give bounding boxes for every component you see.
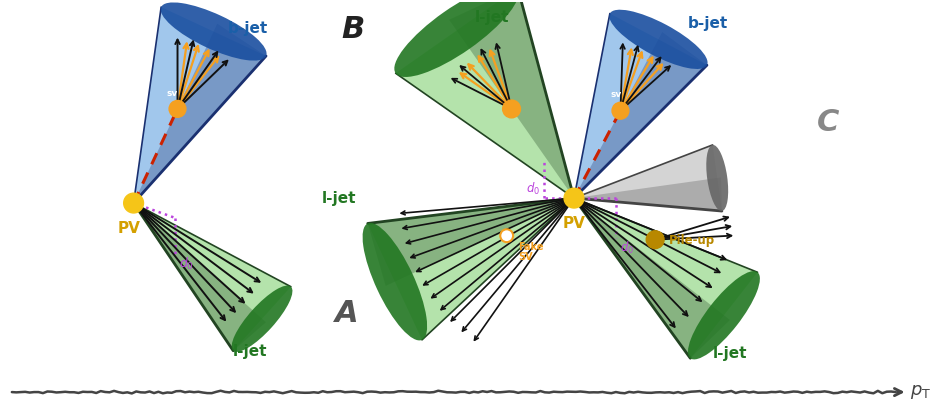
Text: l-jet: l-jet — [475, 10, 510, 25]
Ellipse shape — [394, 0, 519, 77]
Text: Pile-up: Pile-up — [669, 234, 715, 247]
Text: PV: PV — [563, 216, 585, 231]
Text: b-jet: b-jet — [227, 21, 267, 36]
Text: $d_0$: $d_0$ — [179, 255, 194, 272]
Ellipse shape — [706, 145, 728, 211]
Polygon shape — [449, 0, 574, 198]
Text: l-jet: l-jet — [322, 191, 356, 206]
Polygon shape — [133, 24, 266, 203]
Text: $d_0$: $d_0$ — [527, 181, 541, 197]
Text: sv: sv — [610, 90, 623, 99]
Polygon shape — [574, 198, 758, 358]
Polygon shape — [133, 203, 291, 351]
Polygon shape — [396, 0, 574, 198]
Circle shape — [646, 231, 665, 249]
Ellipse shape — [160, 3, 267, 61]
Polygon shape — [133, 7, 266, 203]
Ellipse shape — [232, 285, 293, 352]
Text: l-jet: l-jet — [233, 344, 267, 359]
Text: B: B — [341, 15, 364, 44]
Text: sv: sv — [167, 89, 178, 98]
Text: Fake
SV: Fake SV — [518, 242, 544, 263]
Polygon shape — [368, 198, 574, 286]
Polygon shape — [574, 32, 707, 198]
Circle shape — [564, 188, 583, 208]
Polygon shape — [133, 203, 266, 351]
Polygon shape — [574, 178, 722, 211]
Polygon shape — [574, 145, 722, 211]
Polygon shape — [368, 198, 574, 340]
Text: PV: PV — [117, 221, 140, 236]
Polygon shape — [574, 198, 730, 358]
Ellipse shape — [688, 271, 760, 359]
Ellipse shape — [610, 10, 707, 69]
Text: C: C — [816, 108, 839, 137]
Text: b-jet: b-jet — [688, 16, 728, 31]
Polygon shape — [574, 13, 707, 198]
Circle shape — [612, 102, 629, 119]
Text: $d_0$: $d_0$ — [620, 240, 634, 256]
Circle shape — [169, 100, 185, 117]
Text: l-jet: l-jet — [713, 347, 747, 362]
Ellipse shape — [363, 223, 427, 340]
Circle shape — [502, 100, 520, 118]
Circle shape — [124, 193, 144, 213]
Circle shape — [500, 229, 514, 242]
Text: A: A — [335, 299, 358, 328]
Text: $p_\mathrm{T}$: $p_\mathrm{T}$ — [911, 383, 932, 401]
